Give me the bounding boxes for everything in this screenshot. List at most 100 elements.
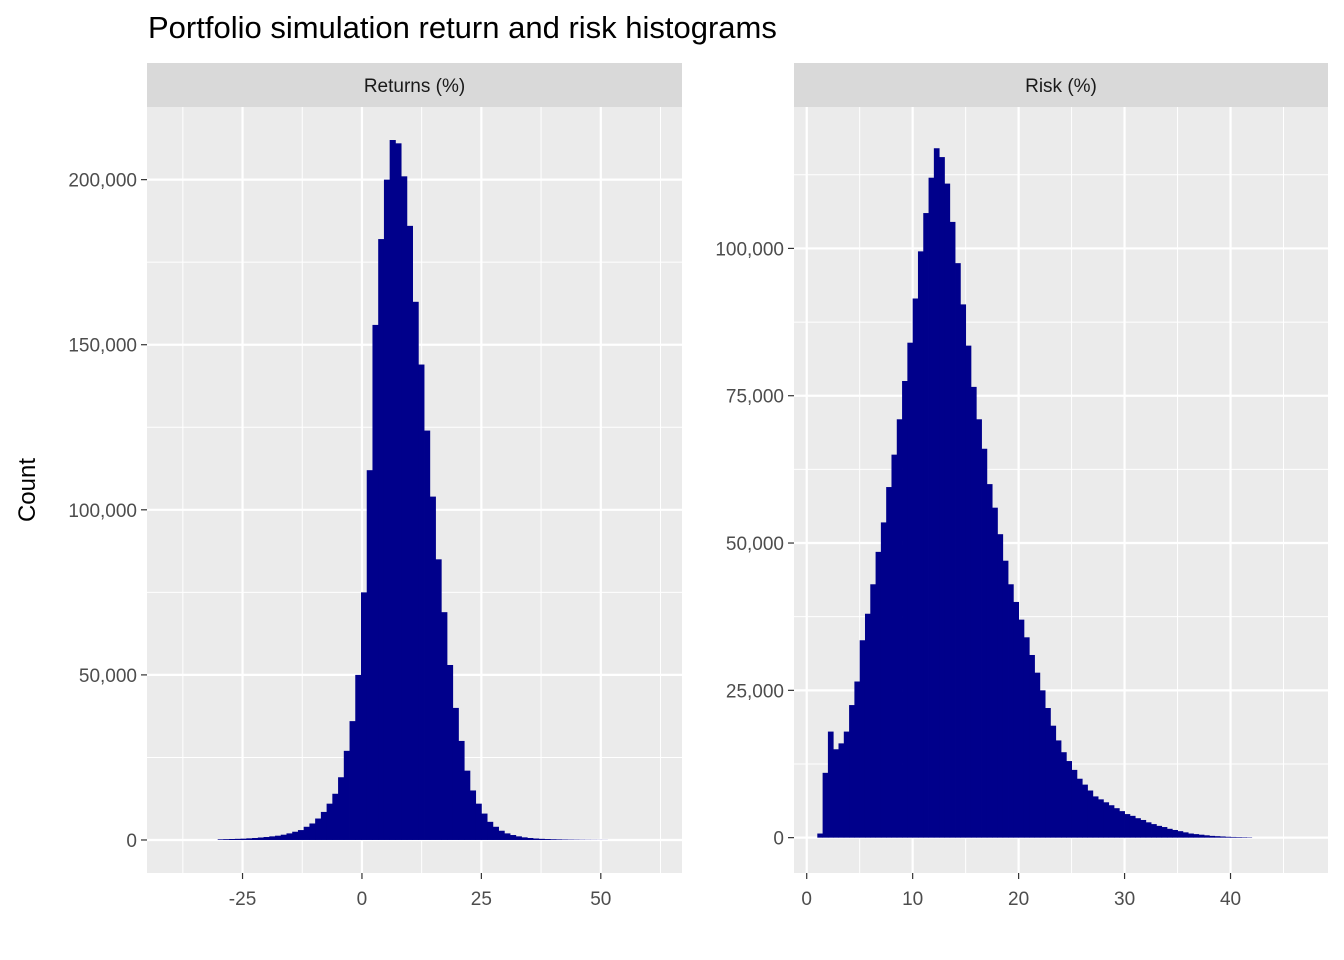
- risk-bar: [1098, 799, 1104, 838]
- risk-bar: [1219, 836, 1226, 838]
- risk-bar: [970, 386, 977, 838]
- risk-bar: [997, 534, 1004, 838]
- risk-x-tick-label: 20: [1008, 889, 1029, 910]
- risk-bar: [1055, 740, 1062, 838]
- risk-panel-strip: [794, 63, 1328, 107]
- risk-y-tick-label: 100,000: [715, 239, 784, 260]
- risk-x-tick-label: 40: [1220, 889, 1241, 910]
- risk-bar: [923, 213, 929, 838]
- risk-bar: [1034, 672, 1041, 838]
- risk-bar: [833, 749, 839, 838]
- returns-bar: [458, 740, 465, 840]
- risk-bar: [817, 833, 824, 838]
- risk-panel-title: Risk (%): [1025, 76, 1097, 97]
- returns-bar: [240, 838, 247, 840]
- risk-x-tick-label: 10: [902, 889, 923, 910]
- returns-bar: [263, 837, 270, 840]
- returns-y-tick-label: 200,000: [68, 171, 137, 192]
- risk-bar: [864, 613, 871, 838]
- risk-bar: [1119, 811, 1125, 838]
- risk-bar: [986, 484, 993, 838]
- risk-bar: [992, 507, 998, 838]
- risk-bar: [1071, 769, 1078, 838]
- returns-bar: [292, 831, 299, 840]
- returns-panel-strip: [147, 63, 682, 107]
- risk-bar: [955, 263, 961, 838]
- risk-bar: [1214, 836, 1221, 838]
- risk-bar: [1103, 802, 1110, 838]
- risk-bar: [1140, 819, 1147, 838]
- returns-bar: [286, 833, 293, 840]
- risk-bar: [859, 640, 866, 838]
- returns-bar: [429, 496, 436, 840]
- returns-bar: [297, 830, 305, 840]
- returns-bar: [361, 592, 368, 840]
- risk-bar: [1002, 560, 1009, 838]
- returns-bar: [418, 364, 425, 840]
- risk-bar: [1193, 834, 1200, 838]
- returns-bar: [349, 721, 356, 840]
- risk-bar: [1013, 601, 1020, 838]
- returns-bar: [217, 839, 224, 840]
- risk-bar: [949, 221, 956, 838]
- returns-bar: [223, 839, 230, 840]
- returns-bar: [435, 559, 442, 840]
- returns-bar: [446, 664, 454, 840]
- risk-bar: [1235, 837, 1242, 838]
- returns-bar: [424, 430, 431, 840]
- returns-bar: [481, 813, 488, 840]
- risk-bar: [907, 342, 914, 838]
- returns-bar: [532, 838, 540, 840]
- returns-bar: [234, 838, 242, 840]
- risk-bar: [1135, 818, 1141, 838]
- risk-bar: [1008, 584, 1014, 838]
- returns-bar: [355, 674, 362, 840]
- returns-bar: [412, 301, 419, 840]
- returns-bar: [320, 811, 328, 840]
- risk-bar: [1113, 808, 1120, 838]
- risk-bar: [896, 419, 903, 838]
- risk-bar: [1204, 835, 1210, 838]
- returns-bar: [383, 179, 391, 840]
- returns-bar: [309, 823, 316, 840]
- risk-bar: [1018, 619, 1025, 838]
- returns-bar: [406, 225, 413, 840]
- risk-x-tick-label: 0: [801, 889, 812, 910]
- returns-x-tick-label: -25: [229, 889, 256, 910]
- risk-bar: [870, 584, 876, 838]
- chart-title: Portfolio simulation return and risk his…: [148, 10, 777, 45]
- returns-bar: [510, 835, 517, 840]
- returns-bar: [252, 838, 259, 840]
- returns-bar: [332, 793, 339, 840]
- returns-panel-title: Returns (%): [364, 76, 465, 97]
- returns-bar: [475, 803, 482, 840]
- returns-bar: [544, 839, 551, 840]
- risk-bar: [1198, 834, 1205, 838]
- risk-bar: [928, 177, 935, 838]
- returns-bar: [269, 836, 276, 840]
- risk-y-tick-label: 0: [773, 829, 784, 850]
- risk-bar: [843, 731, 850, 838]
- returns-bar: [498, 830, 505, 840]
- returns-y-tick-label: 100,000: [68, 501, 137, 522]
- returns-y-tick-label: 50,000: [79, 666, 137, 687]
- risk-bar: [891, 454, 898, 838]
- risk-bar: [965, 345, 972, 838]
- returns-bar: [257, 837, 264, 840]
- returns-bar: [469, 790, 477, 840]
- risk-bar: [939, 157, 945, 838]
- returns-bar: [492, 826, 499, 840]
- risk-bar: [933, 148, 940, 838]
- risk-bar: [981, 448, 988, 838]
- risk-bar: [1188, 833, 1194, 838]
- returns-x-tick-label: 50: [590, 889, 611, 910]
- risk-bar: [1129, 815, 1136, 838]
- returns-bar: [280, 834, 287, 840]
- returns-bar: [555, 839, 563, 840]
- returns-bar: [527, 838, 534, 840]
- returns-bar: [389, 140, 396, 840]
- returns-bar: [515, 836, 522, 840]
- returns-bar: [366, 470, 373, 840]
- risk-bar: [1166, 828, 1173, 838]
